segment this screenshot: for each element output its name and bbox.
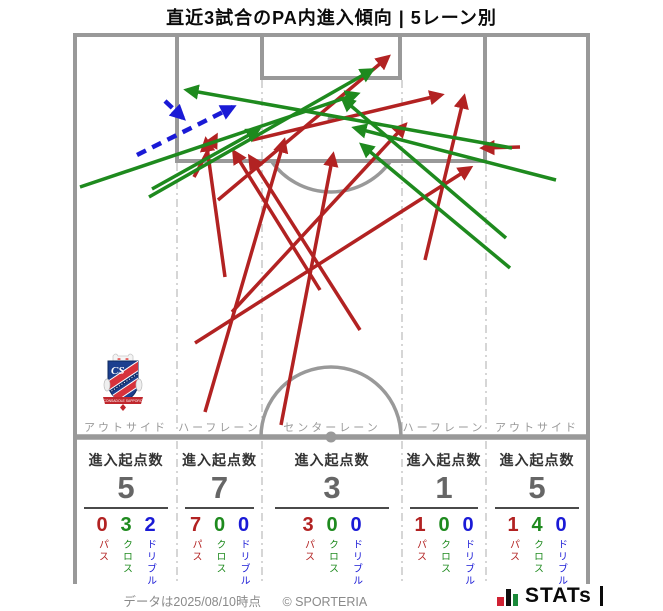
- origins-header: 進入起点数: [294, 452, 370, 468]
- dribble-count: 0: [462, 513, 474, 536]
- cross-label: クロス: [326, 538, 338, 575]
- entry-arrow-cross: [151, 128, 262, 191]
- divider-rule: [495, 506, 579, 509]
- origins-count: 3: [323, 470, 341, 505]
- pass-label: パス: [414, 538, 426, 563]
- lane-label-center: センターレーン: [283, 422, 381, 434]
- dribble-count: 0: [237, 513, 250, 536]
- pass-label: パス: [302, 538, 314, 563]
- bar-chart-icon: [497, 589, 518, 606]
- entry-arrow-pass: [423, 93, 469, 261]
- center-circle: [259, 365, 403, 438]
- origins-header: 進入起点数: [88, 452, 164, 468]
- entry-arrow-pass: [203, 137, 289, 413]
- data-timestamp-note: データは2025/08/10時点: [123, 595, 261, 609]
- divider-rule: [184, 506, 255, 509]
- badge-initials: CS: [111, 365, 124, 377]
- pass-count: 0: [96, 513, 108, 536]
- entry-arrow-dribble: [135, 104, 237, 158]
- entry-arrow-cross: [351, 123, 557, 182]
- dribble-label: ドリブル: [462, 538, 474, 587]
- entry-arrow-pass: [279, 151, 339, 426]
- cross-count: 3: [120, 513, 132, 536]
- divider-rule: [274, 506, 390, 509]
- badge-tip: [120, 404, 126, 411]
- dribble-count: 0: [350, 513, 362, 536]
- cross-label: クロス: [214, 538, 225, 575]
- dribble-label: ドリブル: [144, 538, 156, 587]
- dribble-count: 2: [144, 513, 156, 536]
- entry-arrow-cross: [148, 68, 376, 199]
- cross-label: クロス: [438, 538, 450, 575]
- origins-count: 5: [528, 470, 546, 505]
- page-title: 直近3試合のPA内進入傾向 | 5レーン別: [166, 8, 497, 28]
- goal-area: [260, 35, 402, 80]
- stats-wordmark: STATs: [525, 584, 592, 608]
- origins-count: 1: [435, 470, 453, 505]
- entry-arrow-cross: [359, 142, 512, 270]
- stats-logo: STATs: [497, 584, 603, 608]
- divider-rule: [84, 506, 168, 509]
- dribble-label: ドリブル: [350, 538, 362, 587]
- team-badge: CS CONSADOLE SAPPORO: [103, 353, 143, 411]
- cross-count: 0: [213, 513, 226, 536]
- wing-right: [135, 378, 143, 392]
- divider-rule: [409, 506, 479, 509]
- lane-label-outside-left: アウトサイド: [84, 422, 168, 434]
- dribble-label: ドリブル: [555, 538, 567, 587]
- logo-end-bar: [599, 586, 603, 606]
- pass-count: 3: [302, 513, 314, 536]
- penalty-arc: [269, 159, 393, 194]
- pass-label: パス: [507, 538, 519, 563]
- owl-eye-left: [117, 358, 121, 360]
- stats-column-outside-right: 進入起点数 5 1 パス 4 クロス 0 ドリブル: [486, 443, 588, 587]
- cross-label: クロス: [120, 538, 132, 575]
- badge-banner: [103, 397, 143, 404]
- origins-count: 5: [117, 470, 135, 505]
- stats-column-half-left: 進入起点数 7 7 パス 0 クロス 0 ドリブル: [177, 443, 262, 587]
- arrows-layer: [79, 54, 557, 426]
- cross-count: 0: [438, 513, 450, 536]
- pass-count: 7: [189, 513, 202, 536]
- pass-count: 1: [507, 513, 519, 536]
- origins-header: 進入起点数: [182, 452, 257, 468]
- badge-team-name: CONSADOLE SAPPORO: [103, 399, 142, 403]
- dribble-label: ドリブル: [238, 538, 249, 587]
- lane-label-half-left: ハーフレーン: [178, 422, 261, 434]
- origins-header: 進入起点数: [499, 452, 575, 468]
- cross-count: 4: [531, 513, 543, 536]
- dribble-count: 0: [555, 513, 567, 536]
- footer: データは2025/08/10時点 © SPORTERIA: [0, 591, 491, 610]
- entry-arrow-pass: [194, 165, 474, 345]
- owl-eye-right: [125, 358, 129, 360]
- entry-arrow-pass: [230, 122, 408, 314]
- pass-count: 1: [414, 513, 426, 536]
- entry-arrow-cross: [183, 84, 513, 150]
- pass-label: パス: [96, 538, 108, 563]
- stats-column-outside-left: 進入起点数 5 0 パス 3 クロス 2 ドリブル: [75, 443, 177, 587]
- pass-label: パス: [190, 538, 201, 563]
- origins-header: 進入起点数: [406, 452, 482, 468]
- copyright: © SPORTERIA: [282, 595, 368, 609]
- lane-label-half-right: ハーフレーン: [402, 422, 486, 434]
- entry-arrow-pass: [247, 153, 362, 331]
- cross-count: 0: [326, 513, 338, 536]
- entry-arrow-cross: [340, 96, 508, 240]
- center-spot: [325, 431, 337, 443]
- entry-arrow-cross: [79, 90, 361, 189]
- wing-left: [103, 378, 111, 392]
- stats-column-half-right: 進入起点数 1 1 パス 0 クロス 0 ドリブル: [402, 443, 486, 587]
- stats-column-center: 進入起点数 3 3 パス 0 クロス 0 ドリブル: [262, 443, 402, 587]
- cross-label: クロス: [531, 538, 543, 575]
- origins-count: 7: [210, 470, 229, 505]
- entry-arrow-dribble: [163, 99, 186, 121]
- lane-label-outside-right: アウトサイド: [495, 422, 579, 434]
